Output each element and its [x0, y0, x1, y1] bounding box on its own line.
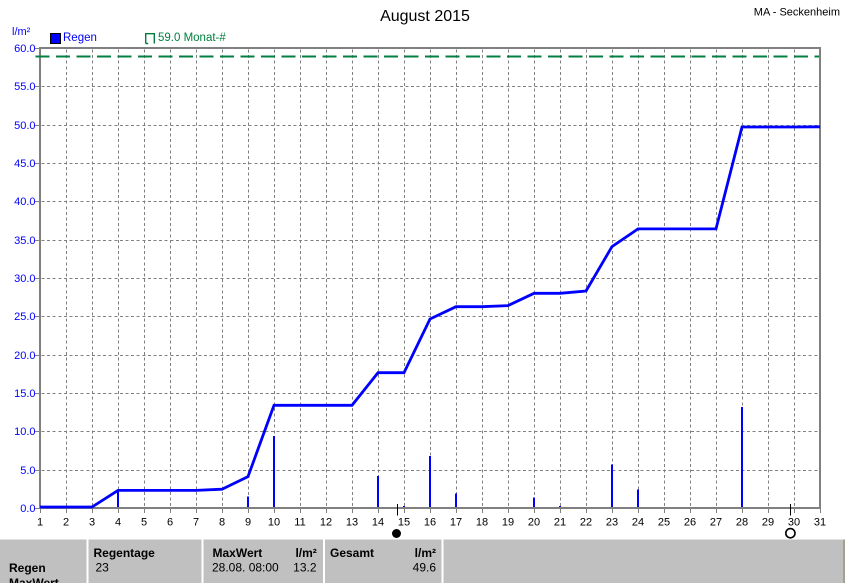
svg-text:22: 22 — [580, 517, 592, 529]
svg-text:1: 1 — [37, 517, 43, 529]
svg-text:19: 19 — [502, 517, 514, 529]
svg-text:60.0: 60.0 — [14, 43, 35, 55]
svg-text:30: 30 — [788, 517, 800, 529]
svg-text:7: 7 — [193, 517, 199, 529]
svg-text:8: 8 — [219, 517, 225, 529]
svg-text:6: 6 — [167, 517, 173, 529]
svg-text:Regen: Regen — [63, 32, 97, 44]
svg-text:5: 5 — [141, 517, 147, 529]
svg-text:11: 11 — [294, 517, 305, 529]
svg-text:16: 16 — [424, 517, 436, 529]
svg-text:31: 31 — [814, 517, 826, 529]
svg-text:10.0: 10.0 — [14, 426, 35, 438]
svg-text:21: 21 — [554, 517, 566, 529]
svg-text:20: 20 — [528, 517, 540, 529]
svg-text:18: 18 — [476, 517, 488, 529]
svg-text:Gesamt: Gesamt — [330, 546, 374, 560]
svg-text:l/m²: l/m² — [12, 26, 31, 38]
svg-text:MaxWert: MaxWert — [9, 576, 59, 583]
svg-text:25.0: 25.0 — [14, 311, 35, 323]
svg-text:14: 14 — [372, 517, 384, 529]
svg-text:l/m²: l/m² — [295, 546, 316, 560]
svg-text:MaxWert: MaxWert — [213, 546, 263, 560]
svg-text:26: 26 — [684, 517, 696, 529]
svg-text:17: 17 — [450, 517, 462, 529]
svg-text:Regentage: Regentage — [94, 546, 156, 560]
svg-text:13: 13 — [346, 517, 358, 529]
svg-text:50.0: 50.0 — [14, 120, 35, 132]
svg-text:24: 24 — [632, 517, 644, 529]
svg-text:49.6: 49.6 — [413, 561, 437, 575]
svg-text:45.0: 45.0 — [14, 158, 35, 170]
svg-text:30.0: 30.0 — [14, 273, 35, 285]
svg-text:12: 12 — [320, 517, 332, 529]
svg-text:28.08. 08:00: 28.08. 08:00 — [212, 561, 279, 575]
svg-text:9: 9 — [245, 517, 251, 529]
svg-text:2: 2 — [63, 517, 69, 529]
svg-text:4: 4 — [115, 517, 121, 529]
svg-text:35.0: 35.0 — [14, 235, 35, 247]
svg-text:40.0: 40.0 — [14, 196, 35, 208]
svg-text:10: 10 — [268, 517, 280, 529]
svg-text:28: 28 — [736, 517, 748, 529]
svg-text:15: 15 — [398, 517, 410, 529]
svg-text:23: 23 — [96, 561, 110, 575]
svg-text:55.0: 55.0 — [14, 81, 35, 93]
svg-text:27: 27 — [710, 517, 722, 529]
svg-text:0.0: 0.0 — [20, 503, 35, 515]
svg-text:20.0: 20.0 — [14, 350, 35, 362]
svg-text:August 2015: August 2015 — [380, 8, 470, 25]
svg-text:3: 3 — [89, 517, 95, 529]
svg-text:59.0 Monat-#: 59.0 Monat-# — [158, 32, 226, 44]
svg-text:5.0: 5.0 — [20, 465, 35, 477]
svg-text:23: 23 — [606, 517, 618, 529]
svg-text:l/m²: l/m² — [415, 546, 436, 560]
svg-text:MA - Seckenheim: MA - Seckenheim — [754, 7, 840, 19]
svg-text:Regen: Regen — [9, 561, 46, 575]
svg-text:25: 25 — [658, 517, 670, 529]
svg-text:29: 29 — [762, 517, 774, 529]
svg-text:13.2: 13.2 — [293, 561, 317, 575]
svg-text:15.0: 15.0 — [14, 388, 35, 400]
